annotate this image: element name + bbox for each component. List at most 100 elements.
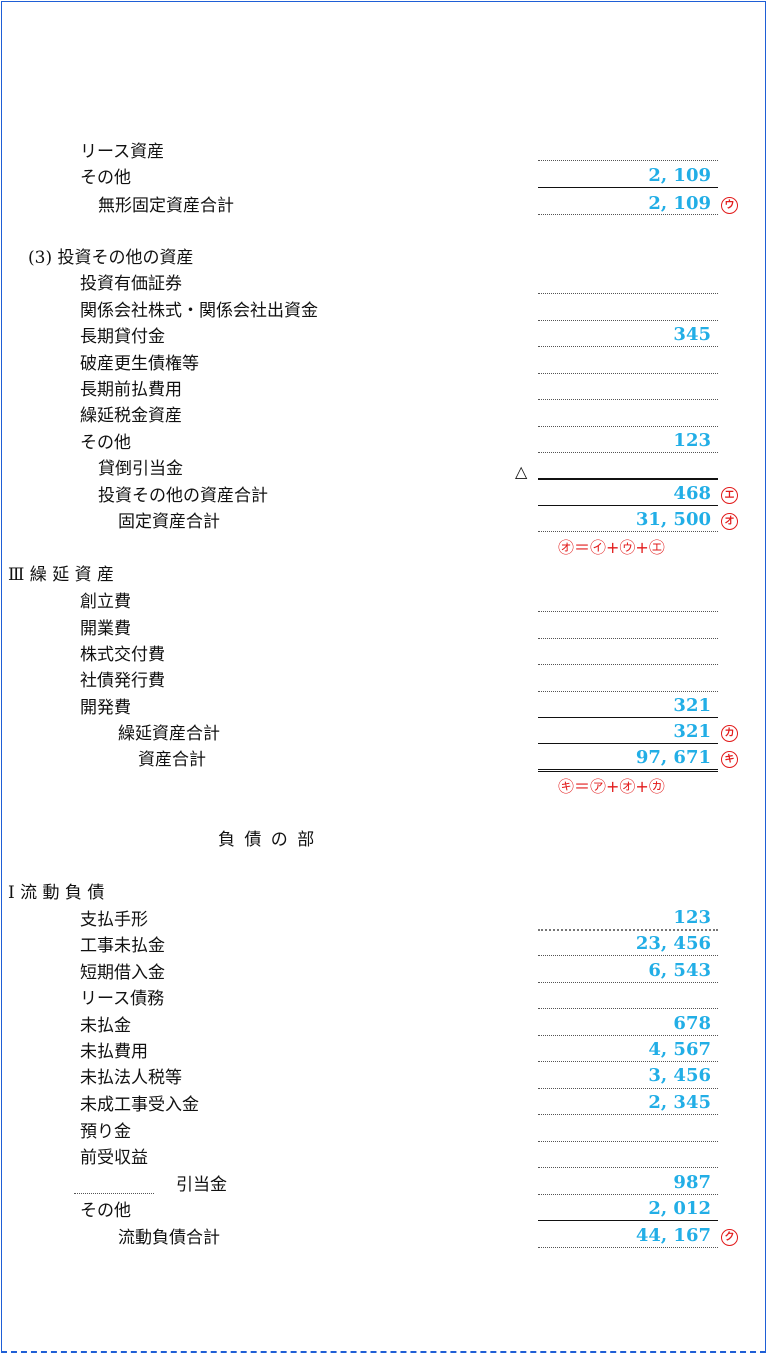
amount-line	[538, 373, 718, 374]
item-amount: 345	[673, 324, 711, 345]
amount-line	[538, 399, 718, 400]
allowance-label: 貸倒引当金	[98, 459, 183, 479]
item-label: 創立費	[80, 592, 131, 612]
amount-line	[538, 1220, 718, 1221]
item-label: 長期前払費用	[80, 380, 182, 400]
amount-line	[538, 320, 718, 321]
circle-mark-u: ウ	[721, 197, 738, 214]
intangible-total-amount: 2, 109	[648, 193, 711, 214]
amount-line	[538, 691, 718, 692]
amount-line	[538, 1035, 718, 1036]
item-amount: 23, 456	[635, 933, 711, 954]
item-amount: 987	[673, 1172, 711, 1193]
item-label: 未払金	[80, 1016, 131, 1036]
negative-triangle: △	[515, 462, 528, 481]
item-amount: 678	[673, 1013, 711, 1034]
asset-total-label: 資産合計	[138, 750, 206, 770]
investment-total-amount: 468	[673, 483, 711, 504]
circle-mark-ka: カ	[721, 725, 738, 742]
investment-heading: (3) 投資その他の資産	[28, 248, 194, 268]
item-amount: 3, 456	[648, 1065, 711, 1086]
circle-mark-o: オ	[721, 513, 738, 530]
deferred-heading: Ⅲ 繰 延 資 産	[8, 565, 115, 585]
circle-mark-e: エ	[721, 487, 738, 504]
amount-line	[538, 531, 718, 532]
amount-line	[538, 743, 718, 744]
other-label: その他	[80, 168, 131, 188]
item-label: その他	[80, 433, 131, 453]
item-label: 株式交付費	[80, 645, 165, 665]
item-amount: 123	[673, 430, 711, 451]
item-label: 短期借入金	[80, 963, 165, 983]
item-label: 引当金	[176, 1175, 227, 1195]
item-label: 開業費	[80, 619, 131, 639]
fixed-total-amount: 31, 500	[635, 509, 711, 530]
amount-line	[538, 982, 718, 983]
amount-line	[538, 1141, 718, 1142]
item-label: 投資有価証券	[80, 274, 182, 294]
item-label: 破産更生債権等	[80, 354, 199, 374]
amount-line	[538, 1194, 718, 1195]
formula-o: ㋔＝㋑+㋒+㋓	[558, 538, 665, 557]
item-amount: 4, 567	[648, 1039, 711, 1060]
other-amount: 2, 109	[648, 165, 711, 186]
asset-total-amount: 97, 671	[635, 747, 711, 768]
item-amount: 321	[673, 695, 711, 716]
item-amount: 6, 543	[648, 960, 711, 981]
amount-line	[538, 1088, 718, 1089]
current-liabilities-heading: Ⅰ 流 動 負 債	[8, 883, 105, 903]
amount-line	[538, 717, 718, 718]
item-label: 未払費用	[80, 1042, 148, 1062]
item-label: 関係会社株式・関係会社出資金	[80, 301, 318, 321]
double-line	[538, 769, 718, 772]
current-total-label: 流動負債合計	[118, 1228, 220, 1248]
amount-line	[538, 638, 718, 639]
lease-assets-label: リース資産	[80, 142, 165, 162]
amount-line	[538, 505, 718, 506]
amount-line	[538, 478, 718, 480]
amount-line	[538, 346, 718, 347]
amount-line	[538, 1008, 718, 1009]
deferred-total-label: 繰延資産合計	[118, 724, 220, 744]
liabilities-part-title: 負 債 の 部	[218, 830, 317, 850]
deferred-total-amount: 321	[673, 721, 711, 742]
investment-total-label: 投資その他の資産合計	[98, 486, 268, 506]
blank-prefix-line	[74, 1193, 154, 1194]
item-label: その他	[80, 1201, 131, 1221]
item-amount: 2, 345	[648, 1092, 711, 1113]
item-label: 未払法人税等	[80, 1068, 182, 1088]
item-label: 社債発行費	[80, 671, 165, 691]
amount-line	[538, 187, 718, 188]
item-label: 前受収益	[80, 1148, 148, 1168]
item-amount: 2, 012	[648, 1198, 711, 1219]
item-label: 開発費	[80, 698, 131, 718]
circle-mark-ki: キ	[721, 751, 738, 768]
amount-line	[538, 1061, 718, 1062]
intangible-total-label: 無形固定資産合計	[98, 196, 234, 216]
item-label: 繰延税金資産	[80, 406, 182, 426]
amount-line	[538, 452, 718, 453]
amount-line	[538, 1167, 718, 1168]
amount-line	[538, 611, 718, 612]
item-label: 未成工事受入金	[80, 1095, 199, 1115]
amount-line	[538, 929, 718, 931]
item-label: リース債務	[80, 989, 165, 1009]
item-label: 長期貸付金	[80, 327, 165, 347]
amount-line	[538, 664, 718, 665]
formula-ki: ㋖＝㋐+㋔+㋕	[558, 777, 665, 796]
amount-line	[538, 293, 718, 294]
amount-line	[538, 426, 718, 427]
fixed-total-label: 固定資産合計	[118, 512, 220, 532]
circle-mark-ku: ク	[721, 1229, 738, 1246]
item-label: 工事未払金	[80, 936, 165, 956]
current-total-amount: 44, 167	[635, 1225, 711, 1246]
amount-line	[538, 1247, 718, 1248]
amount-line	[538, 955, 718, 956]
amount-line	[538, 1114, 718, 1115]
amount-line	[538, 160, 718, 161]
item-label: 支払手形	[80, 910, 148, 930]
amount-line	[538, 214, 718, 215]
item-amount: 123	[673, 907, 711, 928]
item-label: 預り金	[80, 1122, 131, 1142]
